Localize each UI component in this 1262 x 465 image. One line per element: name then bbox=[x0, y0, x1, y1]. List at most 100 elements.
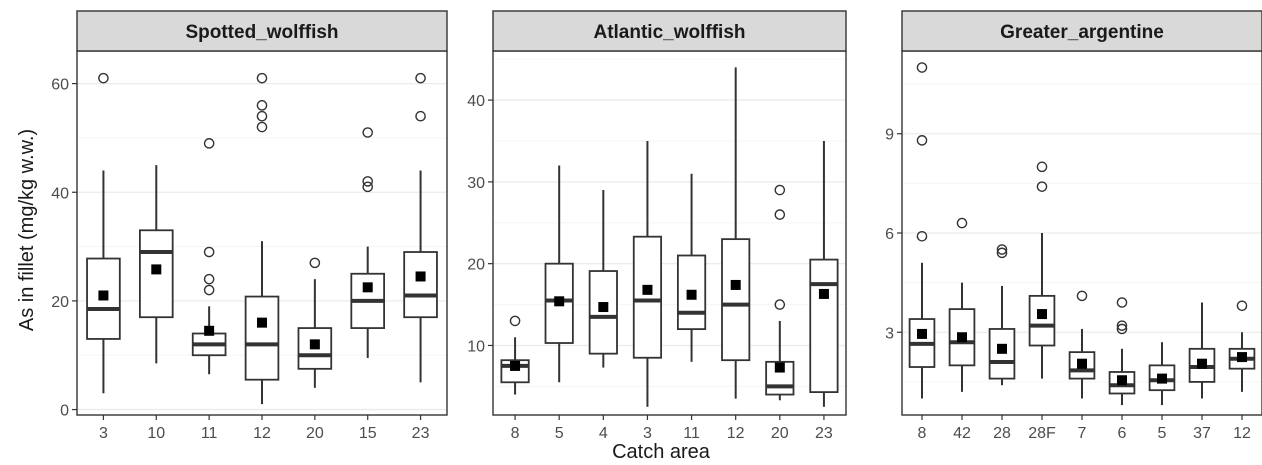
box-12 bbox=[1228, 300, 1256, 392]
box-4 bbox=[588, 190, 618, 368]
y-tick-label: 60 bbox=[51, 77, 69, 94]
mean-marker bbox=[957, 332, 967, 343]
mean-marker bbox=[309, 339, 320, 350]
mean-marker bbox=[642, 284, 653, 295]
outlier-point bbox=[203, 138, 215, 149]
outlier-point bbox=[956, 217, 968, 229]
facet-panel: Greater_argentine 3 6 9 8 42 28 28F 7 6 5 37 12 bbox=[885, 10, 1262, 442]
box-20 bbox=[765, 184, 795, 401]
mean-marker bbox=[554, 296, 565, 307]
outlier-point bbox=[309, 257, 321, 269]
y-tick-label: 3 bbox=[885, 325, 894, 342]
outlier-point bbox=[1036, 161, 1048, 173]
box-series bbox=[500, 67, 839, 407]
mean-marker bbox=[686, 289, 697, 300]
box-42 bbox=[948, 217, 976, 392]
box-10 bbox=[138, 165, 174, 364]
x-tick-label: 10 bbox=[147, 425, 165, 442]
mean-marker bbox=[1237, 352, 1247, 363]
facet-strip bbox=[492, 10, 847, 52]
outlier-point bbox=[98, 72, 109, 84]
x-tick-label: 20 bbox=[771, 425, 789, 442]
x-tick-label: 20 bbox=[306, 425, 324, 442]
y-tick-label: 40 bbox=[51, 185, 69, 202]
x-tick-label: 23 bbox=[815, 425, 833, 442]
outlier-point bbox=[1116, 323, 1128, 335]
mean-marker bbox=[204, 325, 215, 336]
mean-marker bbox=[818, 288, 829, 299]
box-3 bbox=[86, 72, 121, 394]
outlier-point bbox=[509, 315, 521, 327]
mean-marker bbox=[257, 317, 267, 328]
box-iqr bbox=[244, 295, 280, 381]
x-tick-label: 12 bbox=[727, 425, 745, 442]
x-tick-label: 12 bbox=[1233, 425, 1251, 442]
y-tick-label: 9 bbox=[885, 127, 894, 144]
mean-marker bbox=[415, 271, 426, 282]
outlier-point bbox=[415, 110, 426, 122]
x-tick-label: 5 bbox=[555, 425, 564, 442]
facet-strip bbox=[901, 10, 1262, 52]
x-tick-label: 6 bbox=[1118, 425, 1127, 442]
x-tick-label: 28 bbox=[993, 425, 1011, 442]
box-12 bbox=[244, 72, 280, 405]
box-20 bbox=[297, 257, 333, 388]
x-tick-label: 8 bbox=[918, 425, 927, 442]
outlier-point bbox=[916, 62, 928, 73]
box-iqr bbox=[721, 238, 751, 362]
y-tick-label: 30 bbox=[467, 175, 485, 192]
outlier-point bbox=[1236, 300, 1248, 312]
mean-marker bbox=[730, 279, 741, 290]
outlier-point bbox=[203, 246, 215, 258]
outlier-point bbox=[362, 176, 374, 187]
box-iqr bbox=[809, 258, 839, 393]
mean-marker bbox=[510, 360, 521, 371]
box-iqr bbox=[765, 360, 795, 396]
outlier-point bbox=[1116, 297, 1128, 308]
x-tick-label: 42 bbox=[953, 425, 971, 442]
x-tick-label: 15 bbox=[359, 425, 377, 442]
box-iqr bbox=[948, 308, 976, 367]
box-3 bbox=[632, 140, 663, 407]
y-tick-label: 10 bbox=[467, 338, 485, 355]
panel-background bbox=[493, 51, 846, 415]
outlier-point bbox=[415, 72, 426, 84]
box-7 bbox=[1068, 290, 1096, 399]
outlier-point bbox=[203, 273, 215, 285]
mean-marker bbox=[1197, 358, 1207, 369]
x-tick-label: 28F bbox=[1028, 425, 1056, 442]
mean-marker bbox=[1157, 373, 1167, 384]
box-5 bbox=[1148, 342, 1176, 406]
box-iqr bbox=[403, 251, 438, 319]
facet-strip-label: Atlantic_wolffish bbox=[593, 22, 745, 43]
outlier-point bbox=[256, 121, 268, 133]
outlier-point bbox=[362, 181, 374, 193]
box-iqr bbox=[588, 270, 618, 355]
outlier-point bbox=[1076, 290, 1088, 302]
facet-panel: Atlantic_wolffish 10 20 30 40 8 5 4 3 11 12 20 23 bbox=[467, 10, 847, 442]
outlier-point bbox=[362, 127, 374, 138]
mean-marker bbox=[997, 343, 1007, 354]
mean-marker bbox=[1117, 375, 1127, 386]
outlier-point bbox=[774, 184, 786, 196]
x-tick-label: 3 bbox=[643, 425, 652, 442]
outlier-point bbox=[916, 135, 928, 146]
box-11 bbox=[676, 173, 707, 362]
box-8 bbox=[908, 62, 936, 399]
x-tick-label: 3 bbox=[99, 425, 108, 442]
outlier-point bbox=[916, 231, 928, 242]
x-tick-label: 23 bbox=[412, 425, 430, 442]
x-tick-label: 7 bbox=[1078, 425, 1087, 442]
box-8 bbox=[500, 315, 530, 395]
box-23 bbox=[403, 72, 438, 383]
mean-marker bbox=[917, 328, 927, 339]
mean-marker bbox=[1037, 309, 1047, 320]
x-tick-label: 4 bbox=[599, 425, 608, 442]
box-iqr bbox=[632, 235, 663, 359]
x-tick-label: 8 bbox=[511, 425, 520, 442]
outlier-point bbox=[1116, 320, 1128, 331]
mean-marker bbox=[362, 282, 373, 293]
x-tick-label: 12 bbox=[253, 425, 271, 442]
box-series bbox=[86, 72, 438, 405]
